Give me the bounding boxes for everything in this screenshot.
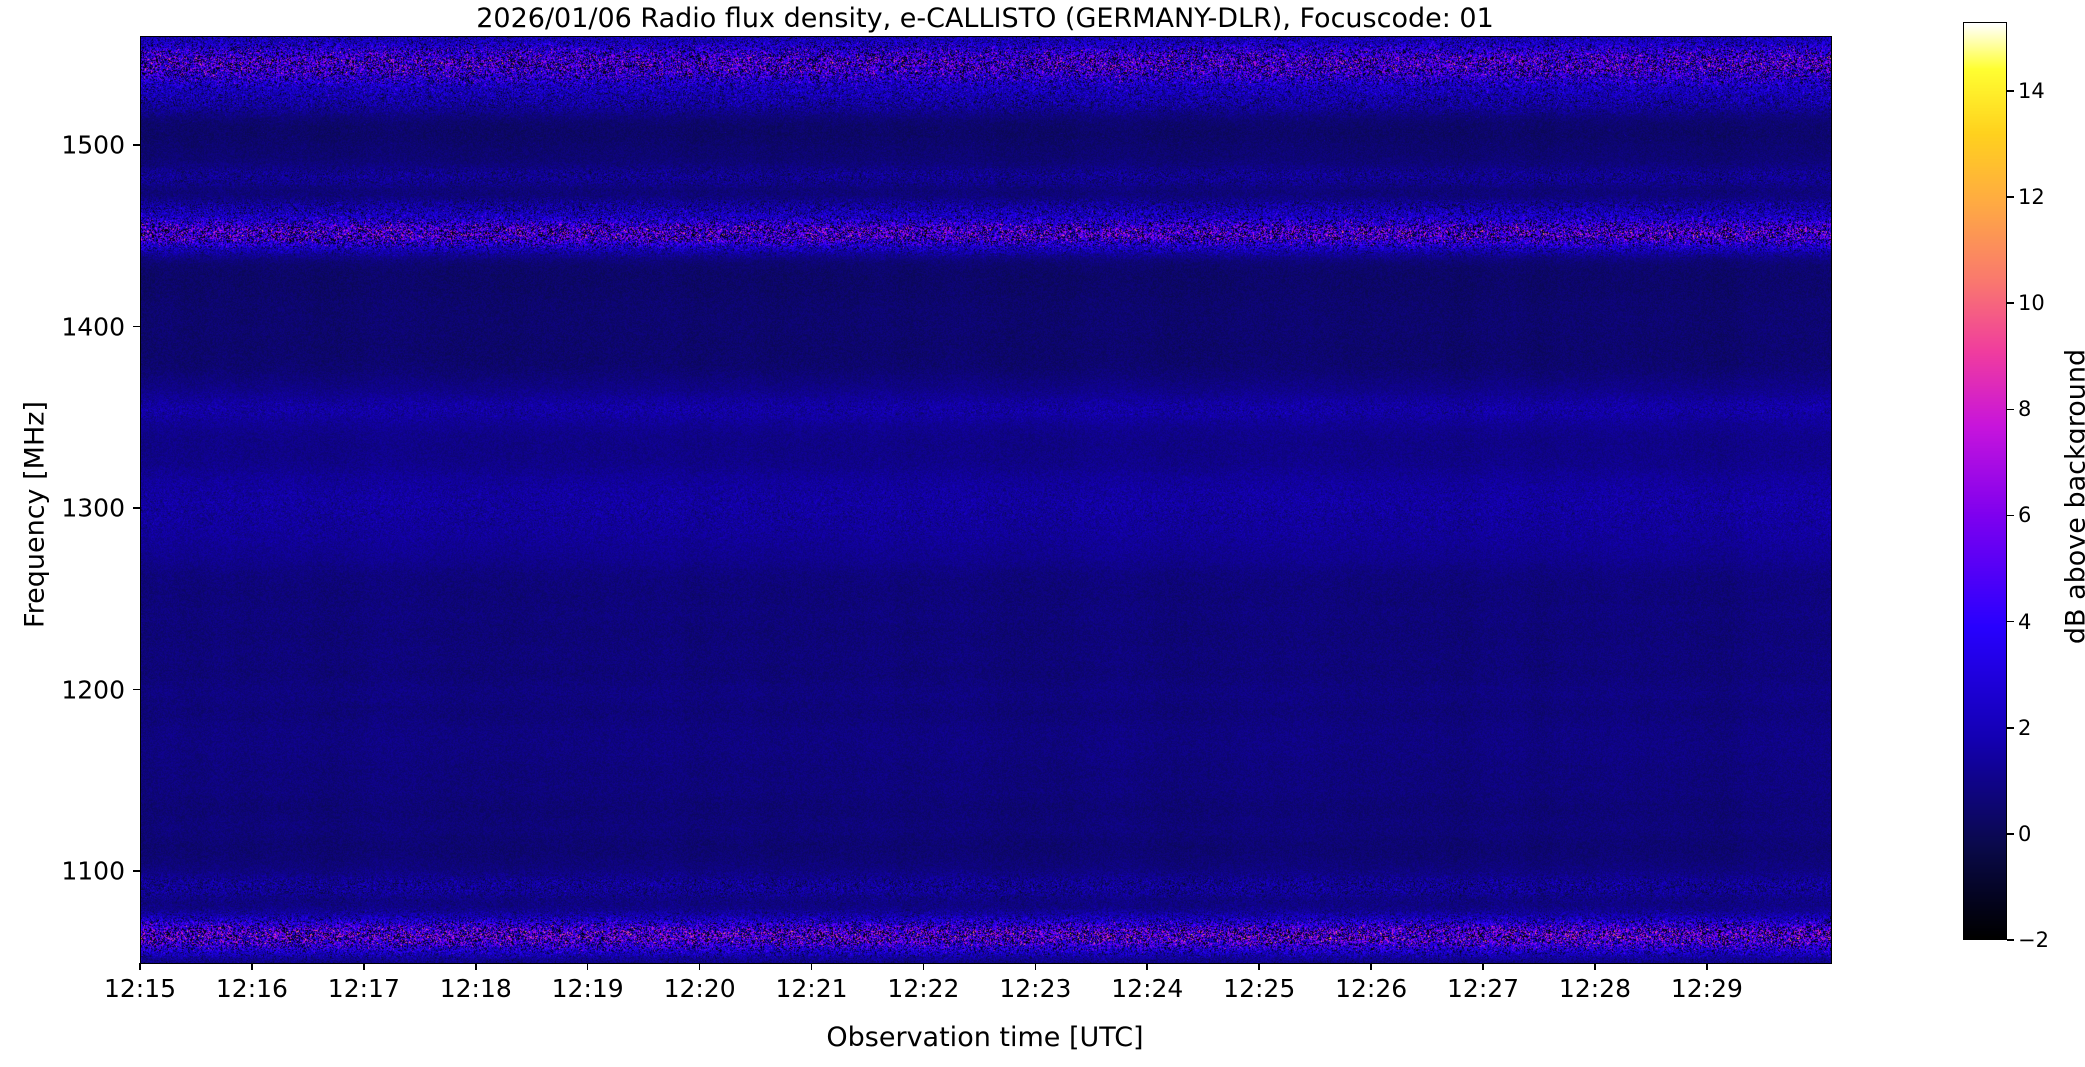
colorbar-tick-label: 0 bbox=[2018, 821, 2032, 846]
x-tick-mark bbox=[1482, 963, 1484, 970]
x-tick-mark bbox=[810, 963, 813, 970]
colorbar-tick-label: 14 bbox=[2018, 78, 2045, 103]
colorbar-tick-mark bbox=[2007, 833, 2014, 835]
y-tick-mark bbox=[133, 870, 140, 872]
x-tick-mark bbox=[1146, 963, 1149, 970]
y-tick-label: 1400 bbox=[61, 312, 125, 341]
colorbar-tick-mark bbox=[2007, 514, 2014, 517]
x-tick-mark bbox=[1258, 963, 1260, 970]
x-tick-mark bbox=[1706, 963, 1708, 970]
x-tick-label: 12:20 bbox=[663, 974, 736, 1003]
y-axis-label: Frequency [MHz] bbox=[19, 401, 51, 628]
colorbar-tick-label: 4 bbox=[2018, 609, 2032, 634]
y-tick-label: 1200 bbox=[61, 675, 125, 705]
y-tick-mark bbox=[133, 144, 140, 146]
colorbar[interactable] bbox=[1963, 22, 2007, 940]
colorbar-tick-label: 12 bbox=[2018, 185, 2045, 210]
x-tick-label: 12:16 bbox=[215, 974, 288, 1003]
colorbar-tick-mark bbox=[2007, 90, 2014, 92]
colorbar-tick-mark bbox=[2007, 196, 2014, 198]
x-tick-label: 12:28 bbox=[1558, 974, 1631, 1003]
y-tick-label: 1100 bbox=[61, 856, 125, 886]
x-tick-label: 12:27 bbox=[1447, 974, 1520, 1003]
colorbar-tick-mark bbox=[2007, 408, 2014, 411]
x-tick-label: 12:26 bbox=[1335, 974, 1408, 1003]
x-tick-label: 12:22 bbox=[887, 974, 960, 1003]
x-tick-label: 12:19 bbox=[551, 974, 624, 1003]
y-tick-label: 1500 bbox=[61, 130, 125, 160]
y-tick-label: 1300 bbox=[61, 493, 125, 523]
colorbar-gradient bbox=[1964, 23, 2006, 939]
x-tick-mark bbox=[1034, 963, 1037, 970]
x-tick-mark bbox=[922, 963, 925, 970]
x-tick-mark bbox=[363, 963, 365, 970]
colorbar-tick-label: −2 bbox=[2018, 928, 2049, 952]
x-tick-label: 12:21 bbox=[775, 974, 848, 1003]
spectrogram-image bbox=[141, 37, 1831, 963]
colorbar-tick-label: 8 bbox=[2018, 397, 2032, 422]
colorbar-tick-mark bbox=[2007, 620, 2014, 623]
y-tick-mark bbox=[133, 507, 140, 509]
x-tick-mark bbox=[474, 963, 477, 970]
colorbar-tick-label: 2 bbox=[2018, 715, 2032, 740]
y-tick-mark bbox=[133, 688, 140, 691]
x-tick-mark bbox=[251, 963, 253, 970]
x-tick-label: 12:17 bbox=[327, 974, 400, 1003]
colorbar-tick-label: 6 bbox=[2018, 503, 2032, 528]
x-tick-label: 12:18 bbox=[439, 974, 512, 1003]
x-axis-label: Observation time [UTC] bbox=[826, 1022, 1144, 1053]
colorbar-tick-mark bbox=[2007, 726, 2014, 729]
x-tick-mark bbox=[586, 963, 589, 970]
x-tick-label: 12:25 bbox=[1223, 974, 1296, 1003]
x-tick-label: 12:24 bbox=[1111, 974, 1184, 1003]
colorbar-tick-label: 10 bbox=[2018, 291, 2045, 316]
x-tick-mark bbox=[1594, 963, 1596, 970]
colorbar-tick-mark bbox=[2007, 302, 2014, 305]
page-title: 2026/01/06 Radio flux density, e-CALLIST… bbox=[476, 3, 1494, 34]
colorbar-label: dB above background bbox=[2060, 348, 2085, 645]
x-tick-mark bbox=[1370, 963, 1372, 970]
x-tick-mark bbox=[139, 963, 141, 970]
x-tick-label: 12:15 bbox=[103, 974, 177, 1003]
x-tick-label: 12:29 bbox=[1670, 974, 1743, 1003]
colorbar-tick-mark bbox=[2007, 939, 2014, 941]
x-tick-mark bbox=[698, 963, 701, 970]
y-tick-mark bbox=[133, 325, 140, 328]
x-tick-label: 12:23 bbox=[999, 974, 1072, 1003]
spectrogram-plot-area[interactable] bbox=[140, 36, 1832, 964]
